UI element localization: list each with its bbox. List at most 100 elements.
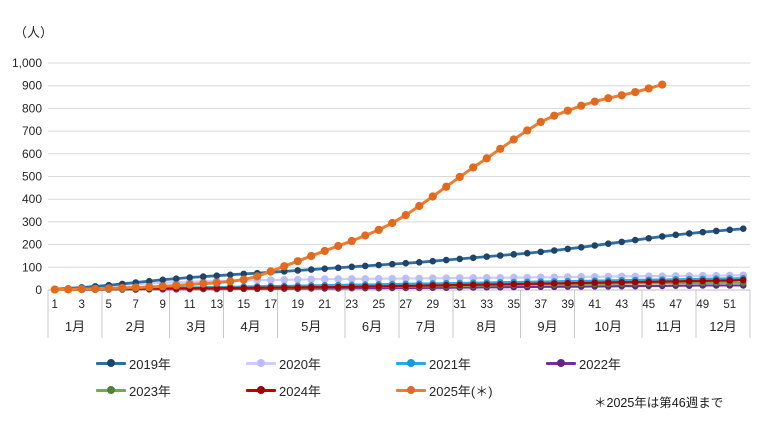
series-point (536, 117, 545, 127)
series-point (699, 277, 707, 285)
series-point (267, 284, 275, 292)
series-point (685, 230, 693, 237)
series-point (564, 279, 572, 287)
series-point (442, 182, 451, 191)
series-point (429, 282, 437, 289)
y-axis-tick-label: 200 (22, 238, 42, 252)
week-tick-label: 23 (345, 299, 358, 311)
week-tick-label: 33 (480, 299, 493, 311)
series-point (334, 241, 343, 251)
series-point (739, 276, 747, 284)
month-label: 10月 (595, 319, 622, 334)
week-tick-label: 37 (534, 299, 547, 311)
series-point (456, 281, 464, 289)
legend-marker-icon (96, 385, 126, 395)
series-point (631, 87, 640, 97)
series-point (618, 278, 626, 286)
series-point (266, 267, 275, 276)
legend-item-2020年: 2020年 (246, 353, 396, 373)
series-point (550, 111, 559, 120)
month-label: 11月 (656, 319, 683, 334)
series-point (361, 262, 369, 270)
series-point (645, 234, 653, 242)
series-line-2019年 (53, 227, 745, 291)
series-line-2024年 (53, 278, 745, 291)
week-tick-label: 43 (615, 299, 628, 311)
series-point (172, 275, 180, 282)
series-point (564, 245, 572, 253)
week-tick-label: 47 (669, 299, 682, 311)
series-point (442, 256, 450, 264)
series-point (604, 279, 612, 286)
series-point (347, 236, 356, 246)
series-point (523, 280, 531, 288)
series-point (604, 240, 612, 247)
week-tick-label: 35 (507, 299, 520, 311)
series-point (591, 242, 599, 249)
series-point (415, 201, 424, 211)
series-point (415, 274, 424, 283)
series-point (402, 259, 410, 267)
series-point (618, 238, 626, 246)
series-point (482, 154, 491, 163)
series-point (402, 282, 410, 290)
series-point (577, 279, 585, 287)
series-point (469, 163, 478, 172)
series-point (374, 225, 383, 234)
series-point (118, 283, 127, 293)
series-point (321, 283, 329, 291)
series-point (645, 278, 653, 286)
week-tick-label: 13 (210, 299, 223, 311)
legend-label: 2025年(＊) (429, 383, 493, 399)
series-point (240, 270, 248, 278)
legend-marker-icon (546, 358, 576, 368)
legend-item-2023年: 2023年 (96, 380, 246, 400)
week-tick-label: 41 (588, 299, 601, 311)
week-tick-label: 27 (399, 299, 412, 311)
series-point (415, 282, 423, 289)
series-point (591, 279, 599, 287)
series-point (712, 277, 720, 284)
series-point (334, 264, 342, 272)
series-point (172, 281, 181, 290)
series-point (442, 274, 451, 282)
y-axis-tick-label: 1,000 (12, 56, 42, 70)
series-point (456, 255, 464, 263)
series-point (428, 274, 437, 282)
series-point (91, 284, 100, 293)
series-point (510, 280, 518, 288)
legend-marker-icon (246, 358, 276, 368)
series-point (334, 275, 343, 283)
week-tick-label: 25 (372, 299, 385, 311)
series-point (293, 257, 302, 266)
series-point (388, 218, 397, 228)
month-label: 3月 (186, 319, 206, 334)
week-tick-label: 51 (723, 299, 736, 311)
week-tick-label: 29 (426, 299, 439, 311)
legend-label: 2022年 (579, 356, 621, 372)
legend-marker-icon (396, 358, 426, 368)
month-label: 7月 (416, 319, 436, 334)
series-point (726, 226, 734, 234)
series-point (374, 274, 383, 283)
y-axis-tick-label: 300 (22, 215, 42, 229)
legend-marker-icon (396, 385, 426, 395)
y-axis-tick-label: 600 (22, 147, 42, 161)
legend-label: 2021年 (429, 356, 471, 372)
series-point (199, 279, 208, 288)
series-point (280, 262, 289, 271)
series-point (590, 97, 599, 106)
series-point (455, 274, 464, 282)
week-tick-label: 19 (291, 299, 304, 311)
week-tick-label: 7 (133, 299, 139, 311)
series-point (375, 283, 383, 290)
week-tick-label: 39 (561, 299, 574, 311)
series-point (186, 274, 194, 281)
month-label: 4月 (240, 319, 260, 334)
series-point (510, 251, 518, 258)
legend-label: 2020年 (279, 356, 321, 372)
month-label: 9月 (537, 319, 557, 334)
series-point (712, 227, 720, 235)
series-point (644, 84, 653, 93)
series-point (496, 144, 505, 153)
